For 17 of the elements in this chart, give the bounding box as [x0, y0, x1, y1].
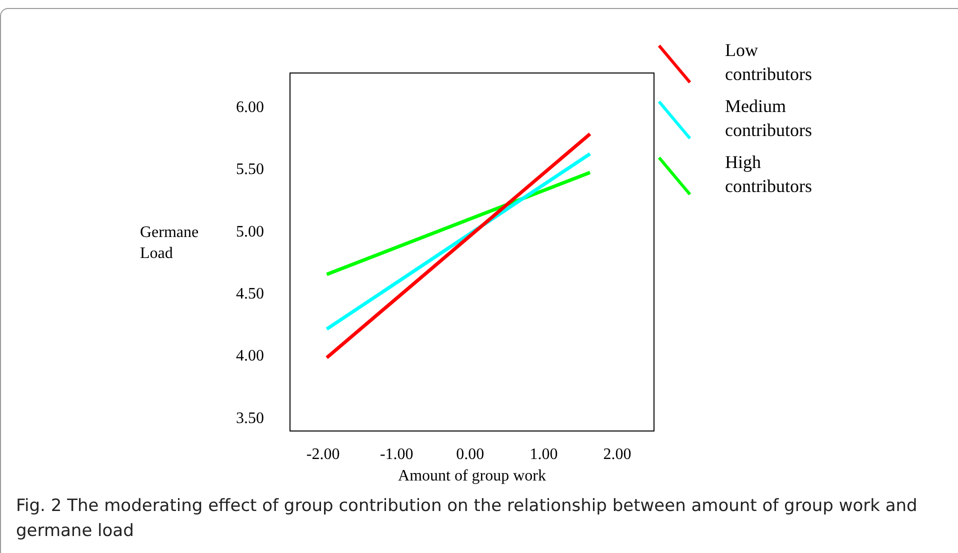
- y-tick-label: 5.00: [236, 223, 264, 240]
- y-tick-label: 5.50: [236, 161, 264, 178]
- y-tick-label: 4.00: [236, 348, 264, 365]
- legend-label: Low contributors: [725, 39, 813, 86]
- y-axis-title: Germane Load: [140, 223, 200, 264]
- y-tick-label: 3.50: [236, 410, 264, 427]
- x-tick-label: 1.00: [530, 446, 558, 463]
- legend-label: Medium contributors: [725, 95, 813, 142]
- x-tick-label: 0.00: [456, 446, 484, 463]
- x-axis-title: Amount of group work: [398, 468, 546, 485]
- caption: Fig. 2 The moderating effect of group contribution on the relationship between amount of group work and germane load: [16, 495, 918, 543]
- x-tick-label: 2.00: [603, 446, 632, 463]
- y-tick-label: 4.50: [236, 285, 264, 302]
- x-tick-label: -2.00: [306, 446, 340, 463]
- legend-label: High contributors: [725, 151, 813, 198]
- y-tick-label: 6.00: [236, 99, 264, 116]
- x-tick-label: -1.00: [380, 446, 414, 463]
